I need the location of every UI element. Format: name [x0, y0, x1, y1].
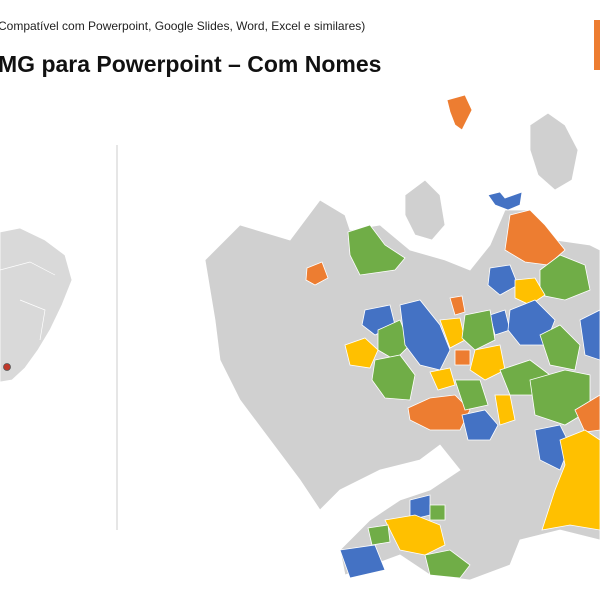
location-dot: [3, 363, 11, 371]
mg-map: [204, 94, 600, 581]
accent-bar: [594, 20, 600, 70]
title: MG para Powerpoint – Com Nomes: [0, 51, 381, 77]
brazil-inset: [0, 227, 73, 383]
subtitle: Compatível com Powerpoint, Google Slides…: [0, 19, 365, 33]
